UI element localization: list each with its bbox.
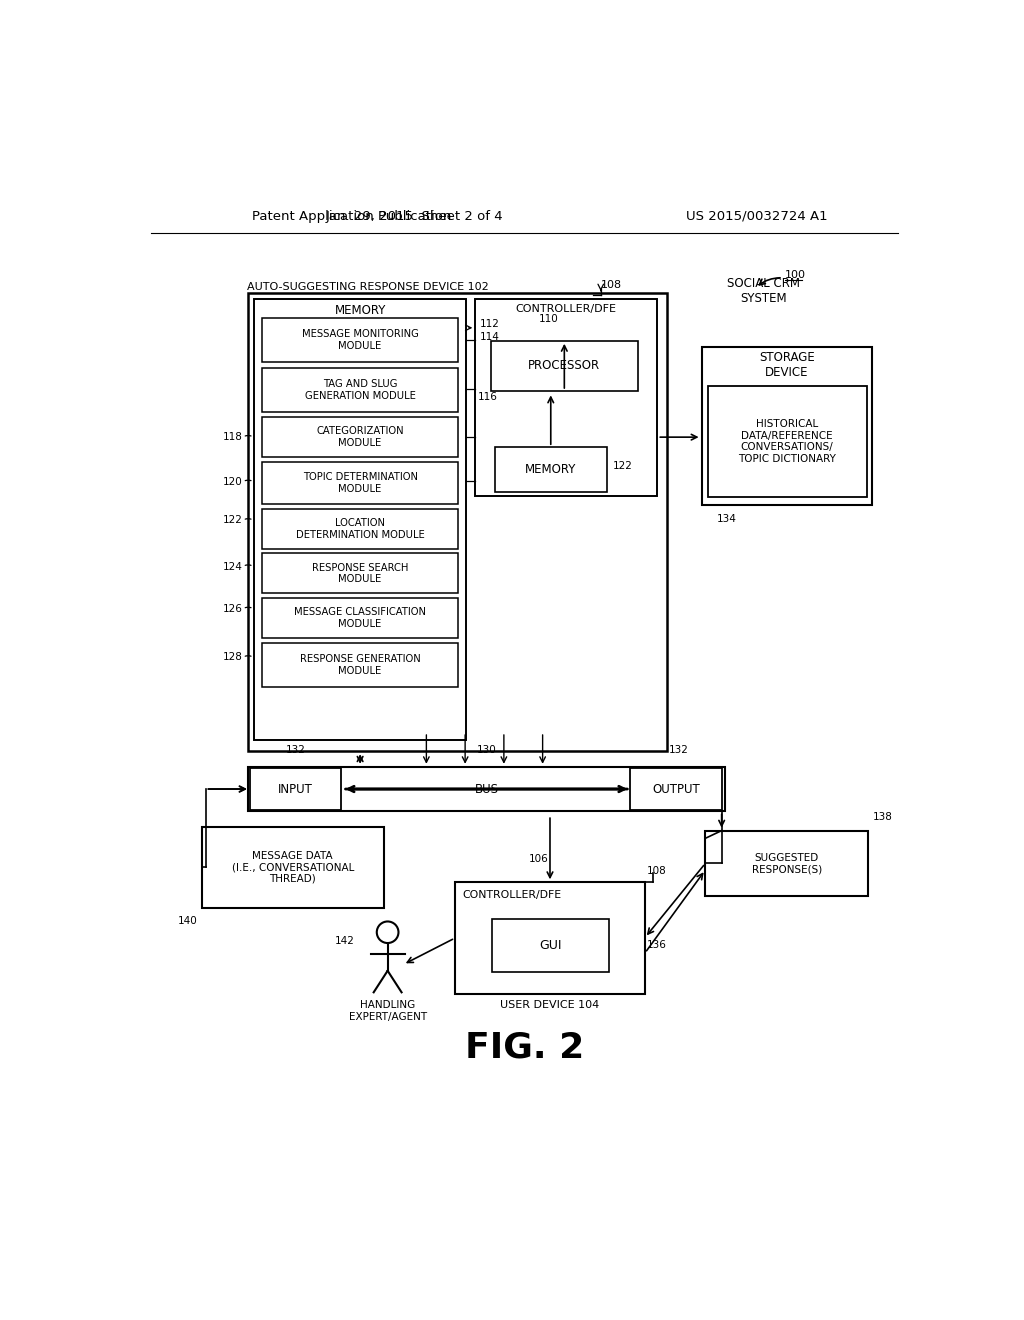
Text: Jan. 29, 2015  Sheet 2 of 4: Jan. 29, 2015 Sheet 2 of 4 [326,210,504,223]
Text: 130: 130 [477,744,497,755]
Bar [708,385,866,498]
Text: CATEGORIZATION
MODULE: CATEGORIZATION MODULE [316,426,403,447]
Text: Patent Application Publication: Patent Application Publication [252,210,452,223]
Text: 112: 112 [480,319,500,329]
Text: 124: 124 [223,561,243,572]
Text: BUS: BUS [475,783,499,796]
Bar [262,643,458,688]
Text: RESPONSE GENERATION
MODULE: RESPONSE GENERATION MODULE [300,655,421,676]
Bar [262,508,458,549]
Text: 138: 138 [872,812,893,822]
Bar [254,300,466,739]
Bar [630,768,722,810]
Text: INPUT: INPUT [278,783,313,796]
Text: FIG. 2: FIG. 2 [465,1031,585,1065]
Bar [262,368,458,412]
Text: MESSAGE CLASSIFICATION
MODULE: MESSAGE CLASSIFICATION MODULE [294,607,426,628]
Bar [701,347,872,506]
Bar [250,768,341,810]
Text: 134: 134 [717,513,737,524]
Bar [262,553,458,594]
Text: RESPONSE SEARCH
MODULE: RESPONSE SEARCH MODULE [312,562,409,585]
Text: 116: 116 [478,392,498,403]
Text: MEMORY: MEMORY [525,463,577,477]
Text: 126: 126 [223,603,243,614]
Text: PROCESSOR: PROCESSOR [528,359,600,372]
Text: 136: 136 [647,940,667,950]
Text: 110: 110 [539,314,558,323]
Bar [706,830,868,896]
Text: 108: 108 [647,866,667,875]
Bar [493,919,608,972]
Bar [262,417,458,457]
Text: 100: 100 [785,271,806,280]
Circle shape [377,921,398,942]
Bar [262,462,458,504]
Bar [455,882,645,994]
Text: AUTO-SUGGESTING RESPONSE DEVICE 102: AUTO-SUGGESTING RESPONSE DEVICE 102 [248,282,489,292]
Bar [495,447,607,492]
Text: MEMORY: MEMORY [335,304,386,317]
Bar [262,598,458,638]
Text: 132: 132 [669,744,688,755]
Text: STORAGE
DEVICE: STORAGE DEVICE [759,351,815,379]
Text: MESSAGE MONITORING
MODULE: MESSAGE MONITORING MODULE [302,329,419,351]
Text: LOCATION
DETERMINATION MODULE: LOCATION DETERMINATION MODULE [296,517,425,540]
Text: 120: 120 [223,477,243,487]
Text: 122: 122 [613,462,633,471]
Text: US 2015/0032724 A1: US 2015/0032724 A1 [686,210,827,223]
Text: MESSAGE DATA
(I.E., CONVERSATIONAL
THREAD): MESSAGE DATA (I.E., CONVERSATIONAL THREA… [231,850,354,884]
Text: 122: 122 [223,515,243,525]
Text: TOPIC DETERMINATION
MODULE: TOPIC DETERMINATION MODULE [303,473,418,494]
Text: CONTROLLER/DFE: CONTROLLER/DFE [463,890,562,899]
Bar [475,300,657,496]
Bar [248,293,667,751]
Text: 106: 106 [528,854,548,865]
Text: 128: 128 [223,652,243,663]
Text: HANDLING
EXPERT/AGENT: HANDLING EXPERT/AGENT [348,1001,427,1022]
Text: USER DEVICE 104: USER DEVICE 104 [501,999,600,1010]
Text: GUI: GUI [539,939,561,952]
Bar [248,767,725,812]
Text: SOCIAL CRM
SYSTEM: SOCIAL CRM SYSTEM [727,277,800,305]
Bar [262,318,458,363]
Text: HISTORICAL
DATA/REFERENCE
CONVERSATIONS/
TOPIC DICTIONARY: HISTORICAL DATA/REFERENCE CONVERSATIONS/… [738,418,836,463]
Text: 118: 118 [223,432,243,442]
Text: 140: 140 [178,916,198,927]
Bar [202,826,384,908]
Text: 108: 108 [601,280,622,290]
Bar [490,341,638,391]
Text: 142: 142 [335,936,355,946]
Text: OUTPUT: OUTPUT [652,783,699,796]
Text: SUGGESTED
RESPONSE(S): SUGGESTED RESPONSE(S) [752,853,822,874]
Text: CONTROLLER/DFE: CONTROLLER/DFE [516,305,616,314]
Text: TAG AND SLUG
GENERATION MODULE: TAG AND SLUG GENERATION MODULE [305,379,416,400]
Text: 132: 132 [287,744,306,755]
Text: 114: 114 [480,333,500,342]
